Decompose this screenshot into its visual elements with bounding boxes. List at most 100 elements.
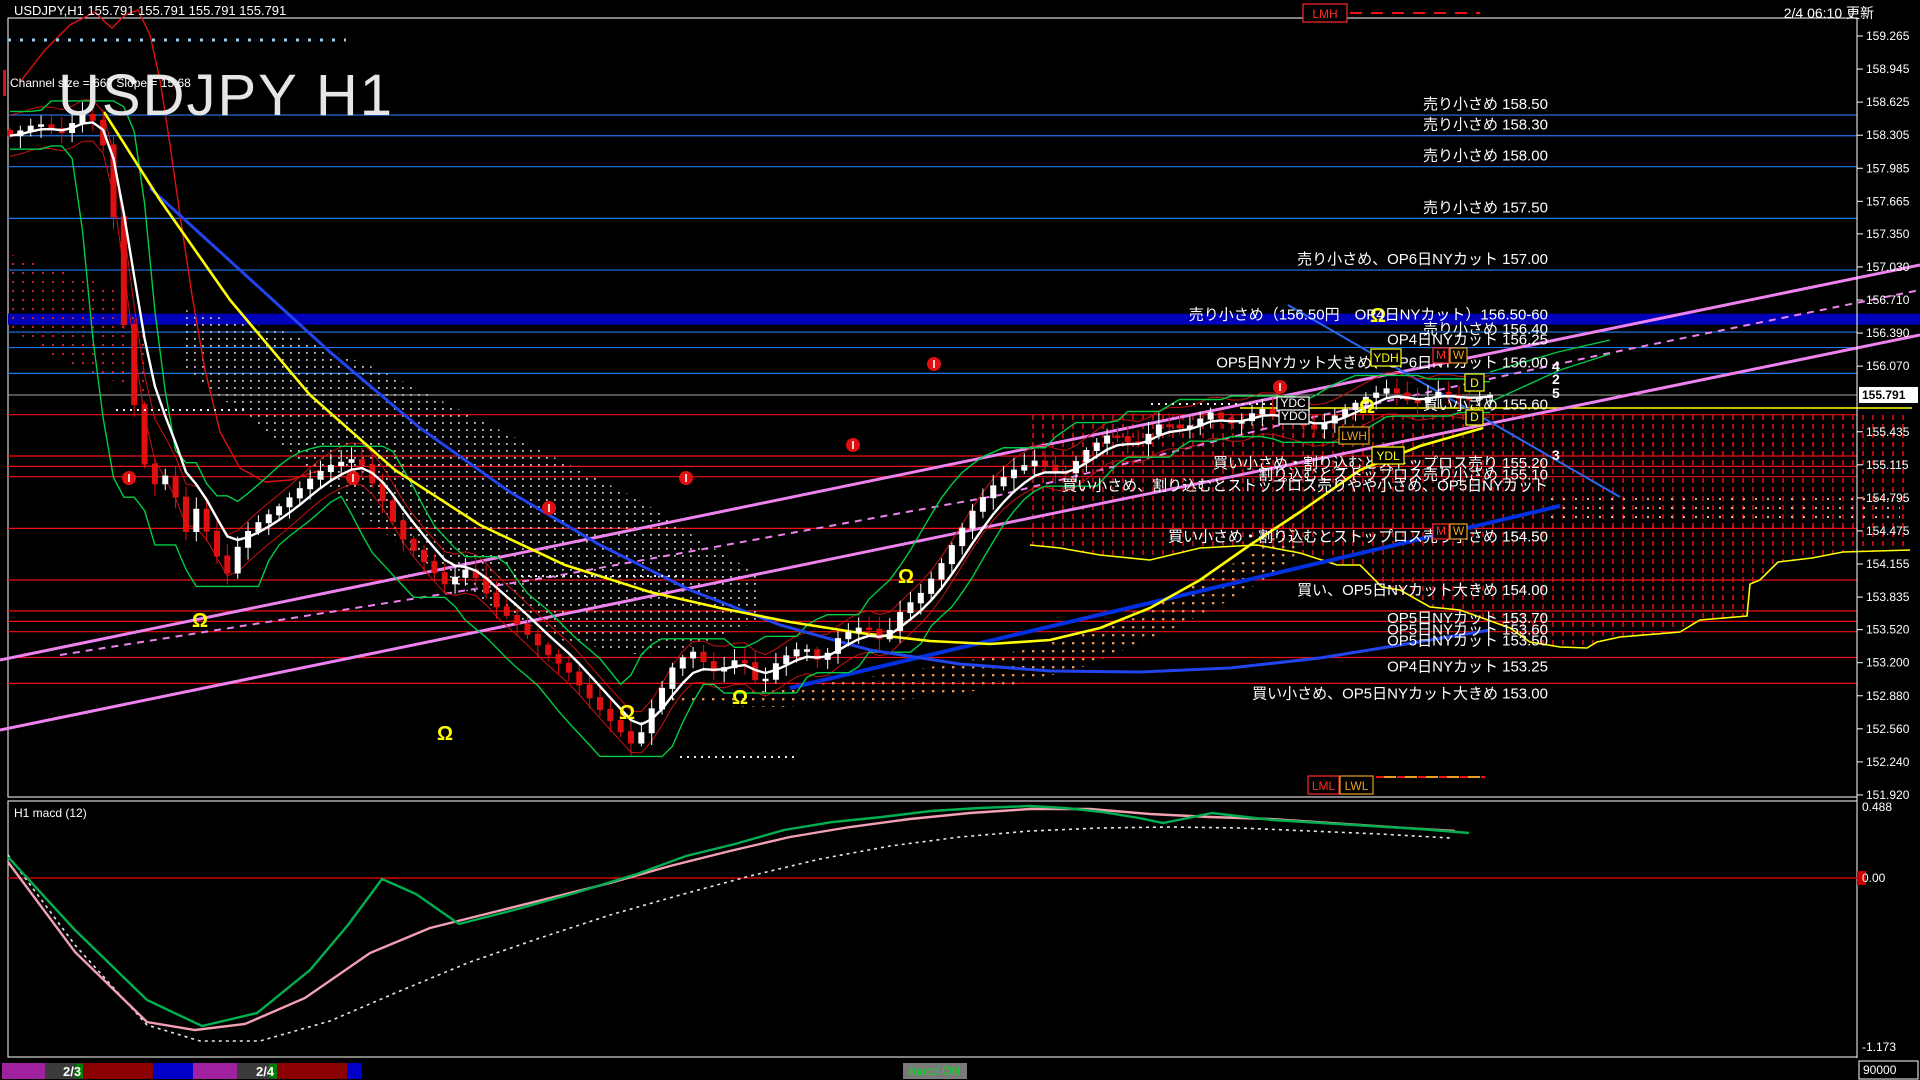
svg-text:156.070: 156.070: [1866, 359, 1910, 373]
yellow-omega-marker: Ω: [1359, 396, 1375, 418]
label-box-lmh: [1302, 3, 1348, 23]
svg-text:152.240: 152.240: [1866, 755, 1910, 769]
svg-text:D: D: [1470, 410, 1479, 424]
label-box-lwl: [1339, 775, 1374, 795]
timeline-segment: [237, 1063, 277, 1079]
svg-text:158.625: 158.625: [1866, 95, 1910, 109]
timeline-bar: 2/3 2/4 90000: [2, 1060, 1919, 1080]
current-price-tag: [1859, 386, 1918, 403]
svg-text:LML: LML: [1312, 779, 1336, 793]
svg-text:157.665: 157.665: [1866, 194, 1910, 208]
level-annotation: OP4日NYカット 156.25: [1387, 332, 1548, 349]
signal-markers: Ω Ω Ω Ω Ω Ω Ω: [122, 305, 1386, 745]
svg-text:W: W: [1453, 524, 1465, 538]
label-box-ydo: [1278, 409, 1310, 425]
yellow-omega-marker: Ω: [619, 702, 635, 724]
label-box-ydh: [1370, 348, 1402, 367]
svg-text:159.265: 159.265: [1866, 29, 1910, 43]
label-box-d: [1464, 373, 1485, 392]
label-box-d: [1465, 409, 1484, 426]
timeline-segment: [153, 1063, 193, 1079]
blue-band-156-50: [8, 313, 1920, 325]
svg-text:157.350: 157.350: [1866, 227, 1910, 241]
svg-text:155.115: 155.115: [1866, 458, 1909, 472]
timeline-segment: [362, 1063, 1855, 1079]
yellow-omega-marker: Ω: [732, 687, 748, 709]
svg-text:W: W: [1453, 348, 1465, 362]
svg-text:2: 2: [1552, 371, 1560, 387]
svg-text:-1.173: -1.173: [1862, 1040, 1896, 1054]
svg-text:3: 3: [1552, 447, 1560, 463]
level-annotation: OP5日NYカット 153.50: [1387, 633, 1548, 650]
label-box-w: [1449, 523, 1468, 540]
macd-indicator-label: H1 macd (12): [14, 806, 87, 820]
white-dotted-cloud: [185, 310, 760, 655]
red-dotted-cloud: [12, 255, 150, 395]
svg-text:153.835: 153.835: [1866, 590, 1910, 604]
level-annotation: 買い小さめ・割り込むとストップロス売り小さめ 154.50: [1168, 528, 1548, 545]
envelope-lines: [9, 99, 1611, 758]
svg-text:YDO: YDO: [1281, 409, 1307, 423]
label-box-m: [1432, 347, 1450, 364]
timeline-segment: [347, 1063, 362, 1079]
white-ma-line: [9, 121, 1491, 726]
svg-text:158.945: 158.945: [1866, 62, 1910, 76]
svg-text:154.155: 154.155: [1866, 557, 1910, 571]
level-annotation: 売り小さめ 158.30: [1423, 117, 1548, 134]
volume-readout: 90000: [1863, 1063, 1897, 1077]
timeline-segment: [193, 1063, 237, 1079]
svg-text:0.488: 0.488: [1862, 800, 1892, 814]
svg-text:158.305: 158.305: [1866, 128, 1910, 142]
watermark-symbol-title: USDJPY H1: [58, 63, 395, 128]
svg-text:0.00: 0.00: [1862, 871, 1886, 885]
level-annotation: 売り小さめ（156.50円 OP4日NYカット）156.50-60: [1189, 307, 1548, 324]
svg-text:4: 4: [1552, 358, 1560, 374]
svg-text:M: M: [1436, 524, 1446, 538]
level-annotation: 買い小さめ 155.60: [1423, 397, 1548, 414]
tan-dotted-strip: [1545, 492, 1900, 525]
svg-text:YDH: YDH: [1373, 351, 1398, 365]
svg-text:152.880: 152.880: [1866, 689, 1910, 703]
svg-text:LWH: LWH: [1341, 429, 1367, 443]
svg-text:154.795: 154.795: [1866, 491, 1910, 505]
svg-text:YDL: YDL: [1376, 449, 1400, 463]
channel-info-label: Channel size = 667 Slope = 15.68: [10, 76, 191, 90]
timeline-segment: [277, 1063, 347, 1079]
macd-toggle-button[interactable]: macd ON: [903, 1063, 967, 1079]
label-box-lml: [1307, 775, 1340, 795]
svg-text:M: M: [1436, 348, 1446, 362]
svg-text:156.390: 156.390: [1866, 326, 1910, 340]
svg-text:D: D: [1470, 376, 1479, 390]
price-annotations: 売り小さめ 158.50 売り小さめ 158.30 売り小さめ 158.00 売り小さ…: [1062, 96, 1560, 702]
level-annotation: 売り小さめ 158.00: [1423, 148, 1548, 165]
level-annotation: 買い、OP5日NYカット大きめ 154.00: [1297, 582, 1548, 599]
label-box-m: [1432, 523, 1450, 540]
level-annotation: 売り小さめ 157.50: [1423, 199, 1548, 216]
date-label: 2/3: [63, 1064, 81, 1079]
yellow-omega-marker: Ω: [192, 610, 208, 632]
dotted-segments: [8, 12, 1485, 778]
svg-text:5: 5: [1552, 385, 1560, 401]
level-annotation: 買い小さめ、割り込むとストップロス売りやや小さめ、OP5日NYカット: [1062, 478, 1548, 495]
svg-text:151.920: 151.920: [1866, 788, 1910, 802]
svg-text:157.985: 157.985: [1866, 161, 1910, 175]
svg-text:LMH: LMH: [1312, 7, 1337, 21]
yellow-omega-marker: Ω: [437, 723, 453, 745]
level-annotation: OP5日NYカット 153.70: [1387, 610, 1548, 627]
label-box-w: [1449, 347, 1468, 364]
label-box-lwh: [1338, 426, 1370, 445]
svg-text:156.710: 156.710: [1866, 293, 1910, 307]
svg-text:155.435: 155.435: [1866, 425, 1910, 439]
level-annotation: 割り込むとストップロス売り小さめ 155.10: [1258, 466, 1548, 483]
level-annotation: 買い小さめ、OP5日NYカット大きめ 153.00: [1252, 685, 1548, 702]
macd-panel: 0.488 0.00 -1.173: [7, 800, 1896, 1054]
level-annotation: OP4日NYカット 153.25: [1387, 659, 1548, 676]
update-timestamp: 2/4 06:10 更新: [1783, 5, 1874, 21]
level-annotation: 売り小さめ 158.50: [1423, 96, 1548, 113]
price-axis: 159.265 158.945 158.625 158.305 157.985 157.6…: [1856, 18, 1918, 1058]
svg-text:LWL: LWL: [1345, 779, 1369, 793]
date-label: 2/4: [256, 1064, 275, 1079]
